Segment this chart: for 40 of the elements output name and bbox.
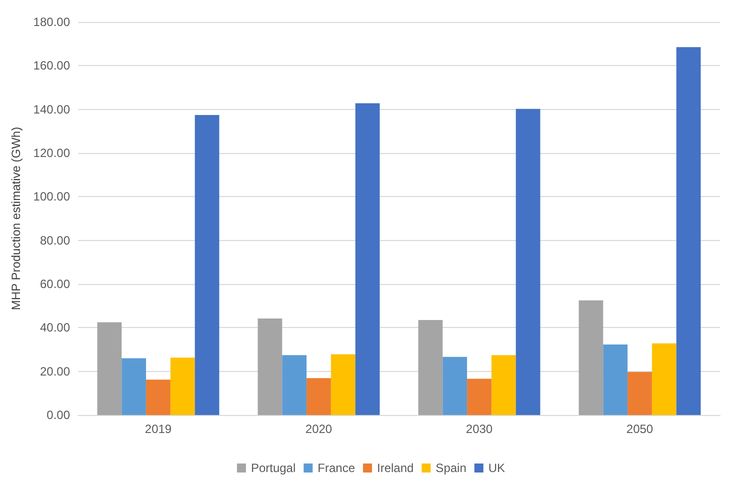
bar (194, 115, 220, 415)
bar (442, 356, 468, 415)
bar (516, 108, 540, 415)
bar (330, 354, 356, 415)
x-tick-label: 2030 (466, 422, 493, 436)
bar (170, 358, 195, 415)
y-tick-label: 100.00 (33, 190, 70, 204)
bar (603, 344, 628, 415)
bar (122, 358, 146, 415)
x-tick-label: 2020 (305, 422, 332, 436)
y-tick-label: 0.00 (46, 408, 70, 422)
legend-label: France (318, 461, 356, 475)
bar (491, 355, 516, 415)
y-tick-label: 140.00 (33, 102, 70, 116)
bar (628, 372, 652, 415)
x-tick-label: 2050 (626, 422, 654, 436)
y-tick-label: 20.00 (40, 364, 70, 378)
y-tick-label: 120.00 (33, 146, 70, 160)
y-tick-label: 180.00 (33, 15, 70, 29)
legend-label: Spain (436, 461, 466, 475)
bar (258, 318, 282, 415)
bar (578, 300, 604, 415)
y-tick-label: 60.00 (40, 277, 70, 291)
legend-label: UK (488, 461, 506, 475)
y-tick-label: 160.00 (33, 58, 70, 73)
bar (355, 103, 380, 415)
x-tick-label: 2019 (144, 422, 172, 436)
y-tick-label: 40.00 (40, 320, 70, 335)
bar (418, 320, 443, 415)
bar (467, 378, 492, 415)
y-tick-label: 80.00 (40, 233, 70, 248)
bar (97, 322, 122, 415)
bar (282, 355, 307, 415)
legend-label: Portugal (250, 461, 296, 475)
legend-label: Ireland (376, 461, 414, 475)
bar (676, 47, 701, 415)
bar (146, 380, 170, 415)
bar (652, 343, 676, 415)
y-axis-title: MHP Production estimative (GWh) (9, 126, 23, 310)
bar (306, 378, 331, 415)
